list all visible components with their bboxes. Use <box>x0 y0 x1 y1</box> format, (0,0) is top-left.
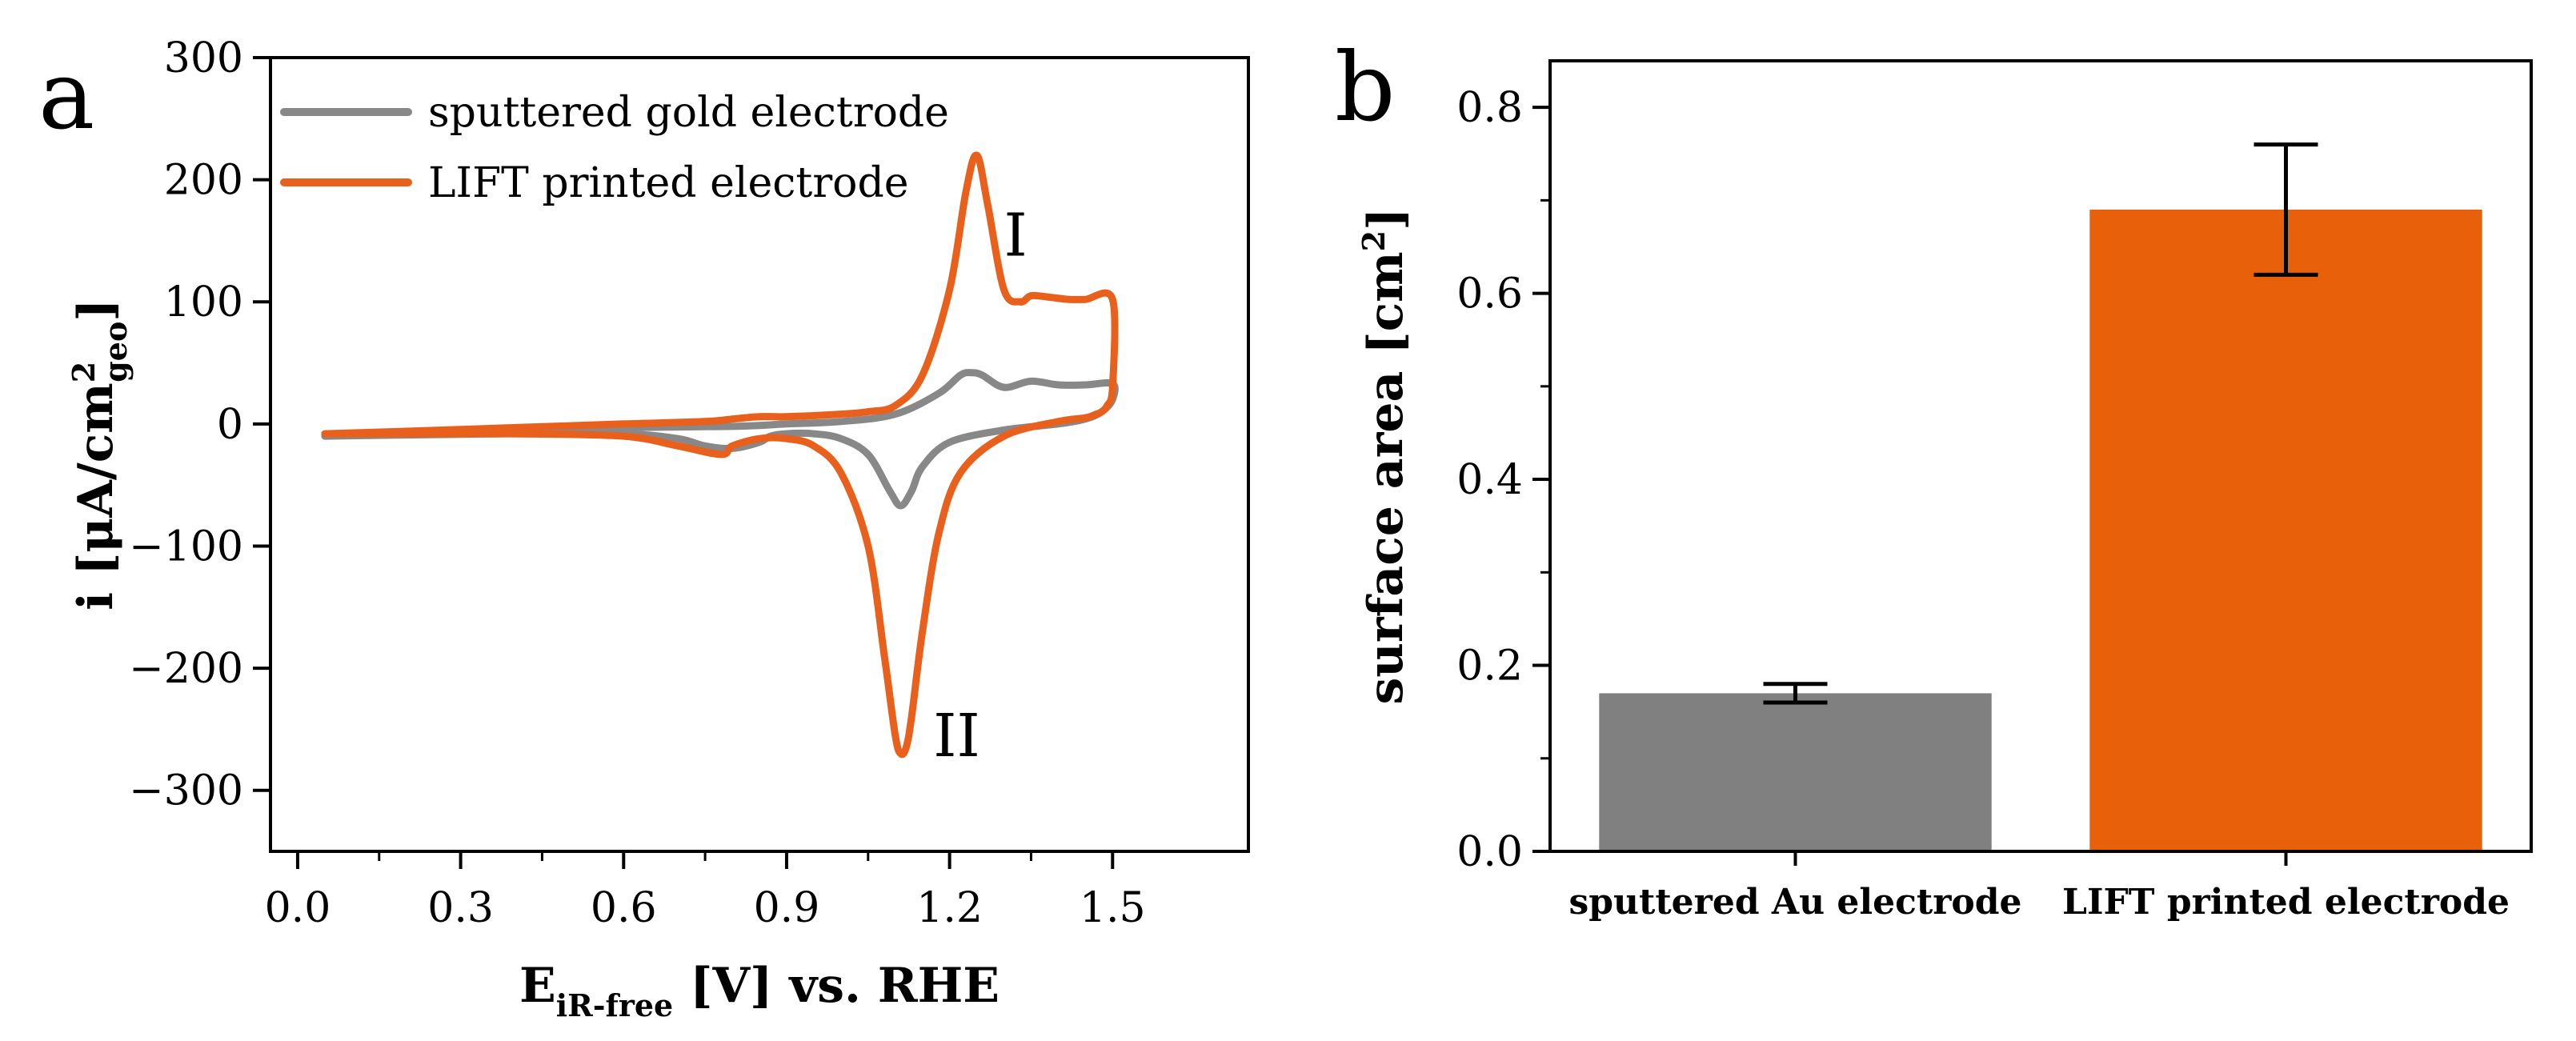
panel-a-x-tick-label: 0.0 <box>265 884 331 932</box>
panel-a-y-tick-label: −100 <box>129 523 243 571</box>
panel-b-bars: sputtered Au electrode LIFT printed elect… <box>1569 142 2510 923</box>
panel-a-x-tick-label: 0.3 <box>427 884 494 932</box>
annotation-peak-i: I <box>1004 201 1028 270</box>
panel-a-ylabel-sup: 2 <box>66 362 102 382</box>
panel-a-y-tick-label: 0 <box>217 401 243 449</box>
panel-a-y-tick-label: −300 <box>129 767 243 815</box>
category-label-sputtered-au: sputtered Au electrode <box>1569 882 2022 923</box>
bar-lift-printed <box>2089 209 2482 852</box>
panel-b-ylabel-main: surface area [cm <box>1358 251 1414 704</box>
panel-b-y-axis-title: surface area [cm2] <box>1356 208 1414 705</box>
panel-a-y-tick-label: 200 <box>164 157 243 205</box>
panel-b-label: b <box>1335 32 1396 142</box>
panel-a-x-tick-label: 0.6 <box>591 884 657 932</box>
panel-a-label: a <box>38 40 94 150</box>
panel-a-x-axis-title: EiR-free [V] vs. RHE <box>519 958 1000 1023</box>
bar-sputtered-au <box>1599 693 1992 851</box>
panel-b-ylabel-sup: 2 <box>1356 230 1392 251</box>
panel-a-x-tick-label: 1.5 <box>1080 884 1146 932</box>
panel-b-y-tick-label: 0.2 <box>1456 643 1523 691</box>
panel-a-x-tick-label: 1.2 <box>916 884 983 932</box>
panel-a-ylabel-suffix: ] <box>68 298 124 321</box>
panel-b-y-tick-label: 0.8 <box>1456 84 1523 132</box>
panel-a-ylabel-main: i [μA/cm <box>68 382 124 610</box>
category-label-lift-printed: LIFT printed electrode <box>2062 882 2510 923</box>
panel-a-ticks: 0.0 0.3 0.6 0.9 1.2 1.5 300 200 100 0 −100 −200 −300 <box>129 34 1145 932</box>
panel-a-ylabel-sub: geo <box>98 322 134 382</box>
panel-b-y-tick-label: 0.0 <box>1456 828 1523 876</box>
panel-b-ticks: 0.0 0.2 0.4 0.6 0.8 <box>1456 84 1550 876</box>
panel-b-frame <box>1548 59 2533 853</box>
panel-b-y-tick-label: 0.6 <box>1456 270 1523 318</box>
panel-a-y-tick-label: 100 <box>164 278 243 326</box>
panel-a-x-tick-label: 0.9 <box>754 884 820 932</box>
panel-a-legend: sputtered gold electrode LIFT printed el… <box>280 89 949 207</box>
annotation-peak-ii: II <box>933 702 980 771</box>
panel-b: b 0.0 0.2 0.4 0.6 0.8 sputtered Au electrode… <box>1335 32 2533 923</box>
legend-label-sputtered-gold: sputtered gold electrode <box>428 89 949 137</box>
panel-b-ylabel-suffix: ] <box>1358 208 1414 230</box>
panel-a-xlabel-main: E <box>519 958 556 1014</box>
series-lift-printed-line <box>321 151 1119 759</box>
panel-a-y-tick-label: 300 <box>164 34 243 82</box>
panel-b-y-tick-label: 0.4 <box>1456 456 1523 504</box>
panel-a-frame <box>269 56 1250 853</box>
panel-a-xlabel-sub: iR-free <box>556 987 674 1023</box>
legend-label-lift-printed: LIFT printed electrode <box>428 159 909 207</box>
panel-a-y-axis-title: i [μA/cm2geo] <box>66 298 134 610</box>
panel-a-series <box>321 151 1119 759</box>
panel-a-y-tick-label: −200 <box>129 645 243 693</box>
panel-a: a 0.0 0.3 0.6 0.9 1.2 1.5 300 200 100 0 −100 −200 −3… <box>38 34 1250 1023</box>
panel-a-xlabel-suffix: [V] vs. RHE <box>673 958 1000 1014</box>
